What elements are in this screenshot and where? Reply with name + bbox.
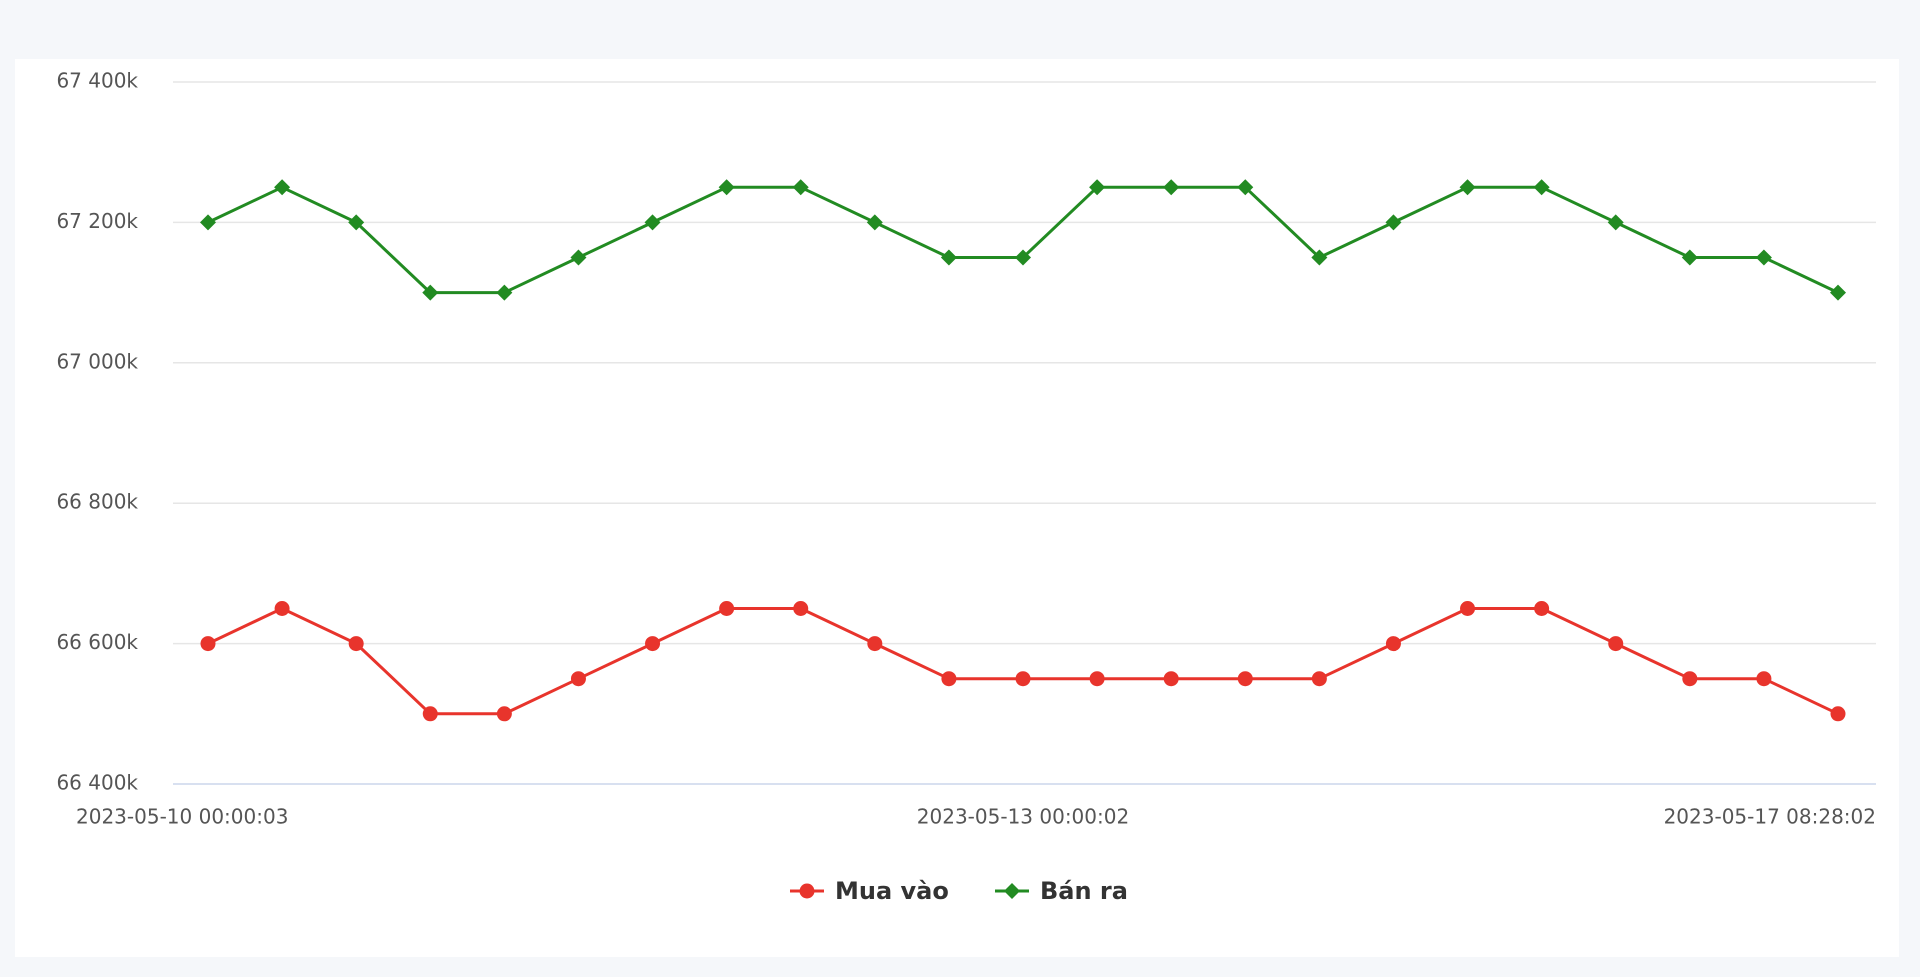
circle-marker: [1311, 671, 1327, 687]
y-tick-label: 67 400k: [56, 69, 138, 93]
legend-marker: [1004, 883, 1020, 899]
diamond-marker: [422, 284, 439, 301]
diamond-marker: [866, 214, 883, 231]
diamond-marker: [496, 284, 513, 301]
legend-label: Bán ra: [1040, 877, 1128, 905]
diamond-marker: [1459, 179, 1476, 196]
y-tick-label: 66 600k: [56, 630, 138, 654]
circle-marker: [1163, 671, 1179, 687]
circle-marker: [793, 601, 809, 616]
diamond-marker: [1830, 284, 1846, 301]
legend-marker: [799, 883, 815, 899]
diamond-marker: [1163, 179, 1180, 196]
legend-label: Mua vào: [835, 877, 949, 905]
y-tick-label: 66 400k: [56, 771, 138, 795]
y-tick-label: 67 000k: [56, 349, 138, 373]
circle-marker: [719, 601, 735, 616]
diamond-marker: [200, 214, 216, 231]
diamond-marker: [348, 214, 365, 231]
diamond-marker: [1015, 249, 1031, 266]
y-tick-label: 66 800k: [56, 490, 138, 514]
circle-marker: [274, 601, 290, 616]
circle-marker: [1830, 706, 1846, 722]
diamond-marker: [792, 179, 809, 196]
circle-marker: [867, 636, 883, 652]
circle-marker: [1682, 671, 1698, 687]
diamond-marker: [718, 179, 735, 196]
diamond-marker: [940, 249, 957, 266]
circle-marker: [1608, 636, 1624, 652]
diamond-marker: [1755, 249, 1772, 266]
diamond-marker: [1681, 249, 1698, 266]
circle-marker: [1385, 636, 1401, 652]
diamond-marker: [570, 249, 587, 266]
y-tick-label: 67 200k: [56, 209, 138, 233]
diamond-marker: [1607, 214, 1624, 231]
circle-marker: [348, 636, 364, 652]
diamond-marker: [1089, 179, 1106, 196]
x-tick-label: 2023-05-17 08:28:02: [1664, 805, 1876, 829]
circle-marker: [496, 706, 512, 722]
x-tick-label: 2023-05-13 00:00:02: [917, 805, 1129, 829]
diamond-marker: [274, 179, 291, 196]
diamond-marker: [1533, 179, 1550, 196]
circle-marker: [645, 636, 661, 652]
circle-marker: [941, 671, 957, 687]
diamond-marker: [1237, 179, 1254, 196]
circle-marker: [1534, 601, 1550, 616]
diamond-marker: [1385, 214, 1402, 231]
x-tick-label: 2023-05-10 00:00:03: [76, 805, 288, 829]
circle-marker: [570, 671, 586, 687]
diamond-marker: [1311, 249, 1328, 266]
circle-marker: [1460, 601, 1476, 616]
circle-marker: [1089, 671, 1105, 687]
circle-marker: [422, 706, 438, 722]
circle-marker: [1015, 671, 1031, 687]
diamond-marker: [644, 214, 661, 231]
circle-marker: [1756, 671, 1772, 687]
circle-marker: [1237, 671, 1253, 687]
circle-marker: [200, 636, 216, 652]
